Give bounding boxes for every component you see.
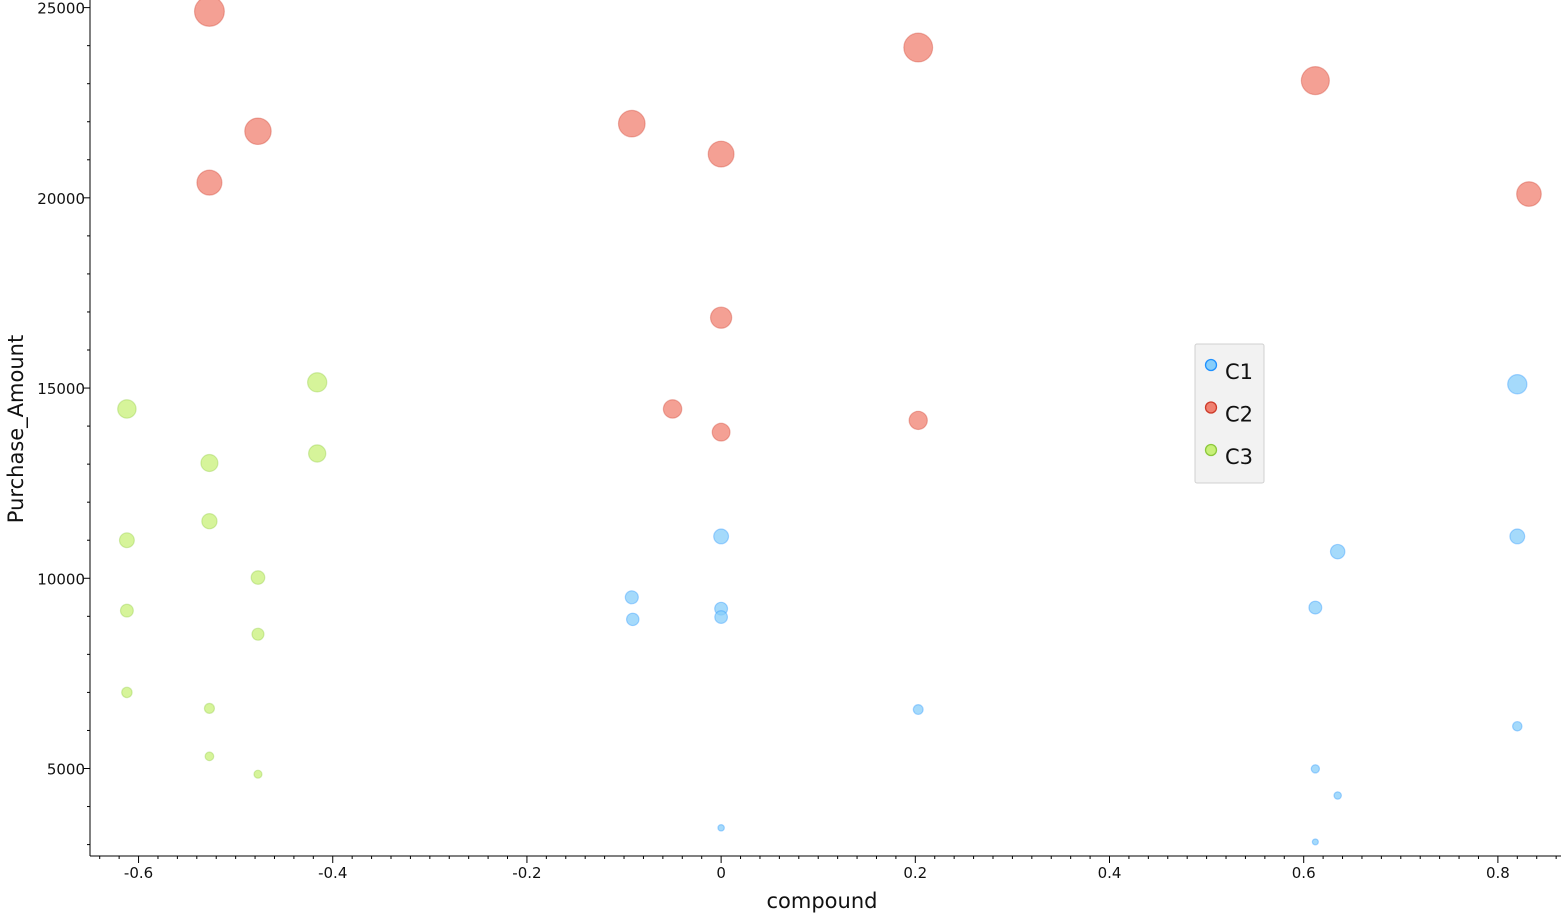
data-point-c3 <box>121 686 133 699</box>
data-point-c3 <box>308 444 327 463</box>
data-point-c1 <box>912 704 924 716</box>
legend-label-c2: C2 <box>1225 403 1253 427</box>
x-tick-label: 0.2 <box>903 864 927 882</box>
legend-items: C1 C2 C3 <box>1204 358 1253 469</box>
data-point-c1 <box>1512 720 1523 732</box>
legend-label-c1: C1 <box>1225 360 1253 384</box>
data-point-c2 <box>193 0 225 27</box>
x-tick-label: 0.6 <box>1292 864 1316 882</box>
data-point-c1 <box>717 824 725 832</box>
data-point-c3 <box>204 751 215 762</box>
data-point-c1 <box>1333 791 1342 800</box>
x-tick-label: -0.4 <box>318 864 347 882</box>
data-point-c3 <box>201 513 218 530</box>
x-tick-label: 0 <box>716 864 726 882</box>
x-axis-title: compound <box>767 889 878 913</box>
data-point-c3 <box>250 570 266 585</box>
y-tick-label: 25000 <box>37 0 85 18</box>
data-point-c2 <box>196 169 223 196</box>
data-point-c1 <box>1311 838 1319 846</box>
data-point-c2 <box>709 306 733 329</box>
data-point-c1 <box>714 610 729 624</box>
legend: C1 C2 C3 <box>1194 343 1265 484</box>
y-tick-label: 15000 <box>37 380 85 398</box>
data-point-c1 <box>1310 764 1321 774</box>
legend-marker-c3 <box>1204 443 1218 457</box>
data-point-c2 <box>244 117 272 146</box>
axes-layer <box>89 0 1561 857</box>
data-point-c2 <box>903 32 934 63</box>
data-point-c2 <box>1516 181 1542 207</box>
data-point-c2 <box>711 422 731 442</box>
data-point-c2 <box>1300 66 1330 96</box>
data-point-c3 <box>118 532 135 549</box>
y-tick-label: 5000 <box>47 760 85 778</box>
y-tick-label: 20000 <box>37 190 85 208</box>
data-point-c3 <box>251 627 265 641</box>
data-point-c1 <box>625 612 640 627</box>
data-point-c1 <box>713 528 730 545</box>
data-point-c3 <box>117 399 137 419</box>
legend-marker-c2 <box>1204 401 1218 414</box>
data-point-c2 <box>617 109 646 138</box>
data-point-c1 <box>624 590 639 605</box>
legend-marker-c1 <box>1204 358 1218 372</box>
y-axis-title: Purchase_Amount <box>4 335 29 523</box>
data-point-c3 <box>253 769 263 779</box>
x-tick-label: 0.8 <box>1486 864 1510 882</box>
x-tick-label: 0.4 <box>1098 864 1122 882</box>
x-tick-label: -0.6 <box>124 864 153 882</box>
data-point-c2 <box>662 399 683 419</box>
data-point-c1 <box>1329 543 1346 560</box>
data-point-c3 <box>119 603 134 618</box>
data-point-c1 <box>1509 528 1526 545</box>
points-layer <box>117 0 1542 846</box>
data-point-c2 <box>707 140 735 168</box>
data-point-c2 <box>908 410 928 431</box>
data-point-c3 <box>203 702 216 714</box>
x-tick-label: -0.2 <box>512 864 541 882</box>
data-point-c3 <box>200 453 219 473</box>
data-point-c1 <box>1308 600 1323 615</box>
legend-label-c3: C3 <box>1225 445 1253 469</box>
data-point-c3 <box>307 372 328 393</box>
y-tick-label: 10000 <box>37 570 85 588</box>
data-point-c1 <box>1507 374 1528 395</box>
ticks-layer: -0.6 -0.4 -0.2 0 0.2 0.4 0.6 0.8 5000 10000 15000 2… <box>37 0 1557 882</box>
